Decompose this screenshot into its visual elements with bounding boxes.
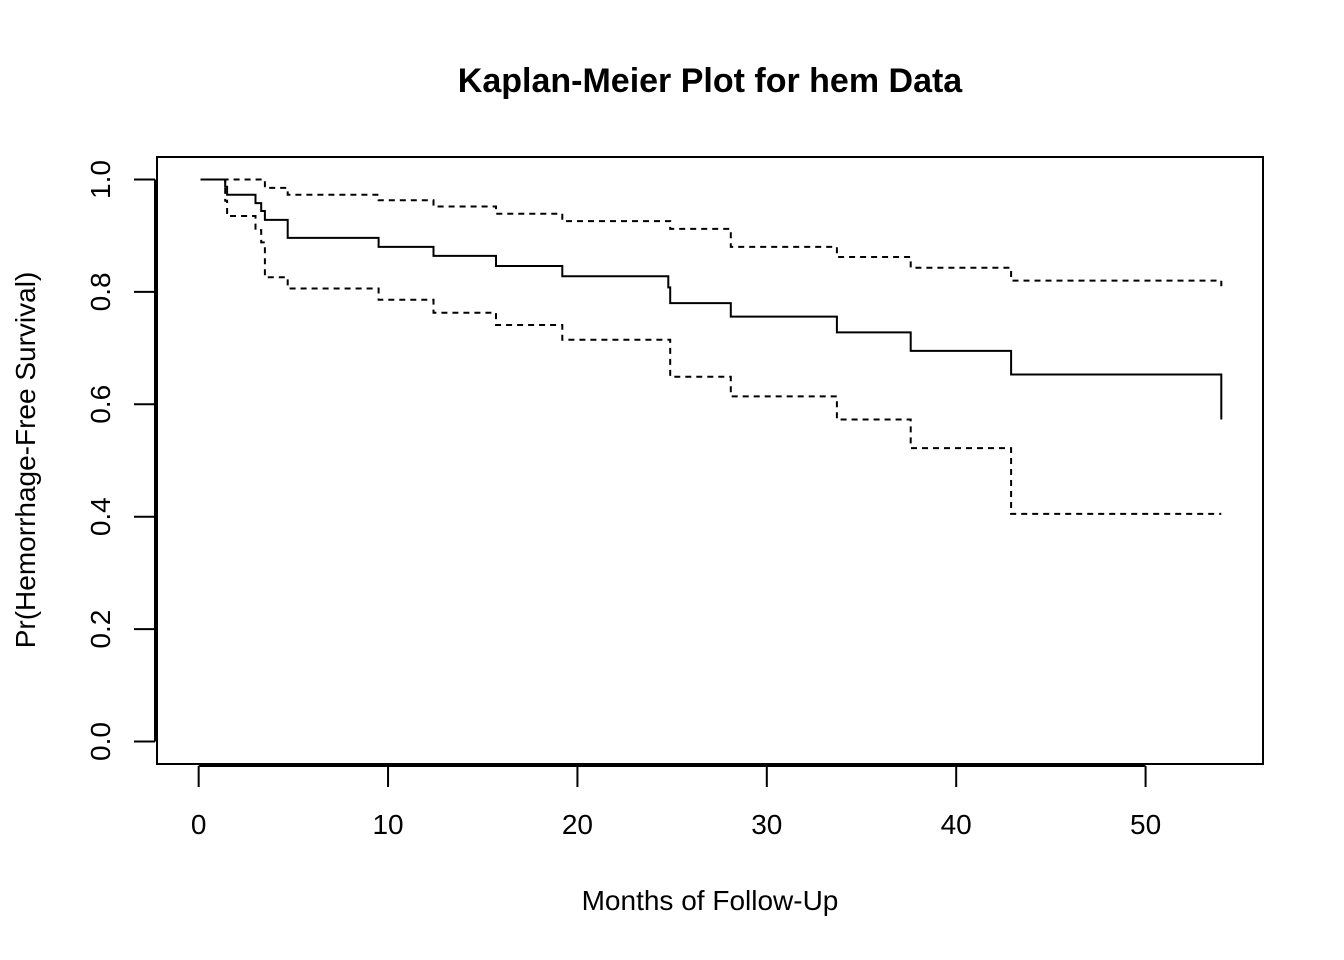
chart-title: Kaplan-Meier Plot for hem Data — [458, 62, 964, 100]
x-tick-label: 50 — [1130, 809, 1161, 840]
x-tick-label: 20 — [562, 809, 593, 840]
x-tick-label: 10 — [372, 809, 403, 840]
x-tick-label: 30 — [751, 809, 782, 840]
y-tick-label: 0.8 — [85, 272, 116, 311]
y-tick-label: 0.4 — [85, 497, 116, 536]
y-tick-label: 0.0 — [85, 722, 116, 761]
plot-series — [200, 178, 1223, 515]
y-axis: 0.0 0.2 0.4 0.6 0.8 1.0 — [85, 160, 156, 761]
x-tick-label: 40 — [941, 809, 972, 840]
series-upper-ci — [200, 178, 1223, 287]
x-axis-label: Months of Follow-Up — [582, 885, 839, 916]
y-tick-label: 0.2 — [85, 610, 116, 649]
plot-frame — [156, 156, 1264, 765]
y-tick-label: 1.0 — [85, 160, 116, 199]
y-axis-label: Pr(Hemorrhage-Free Survival) — [10, 272, 41, 649]
series-estimate — [200, 178, 1223, 420]
series-lower-ci — [200, 178, 1222, 515]
x-axis: 0 10 20 30 40 50 — [191, 765, 1161, 840]
y-tick-label: 0.6 — [85, 385, 116, 424]
x-tick-label: 0 — [191, 809, 207, 840]
